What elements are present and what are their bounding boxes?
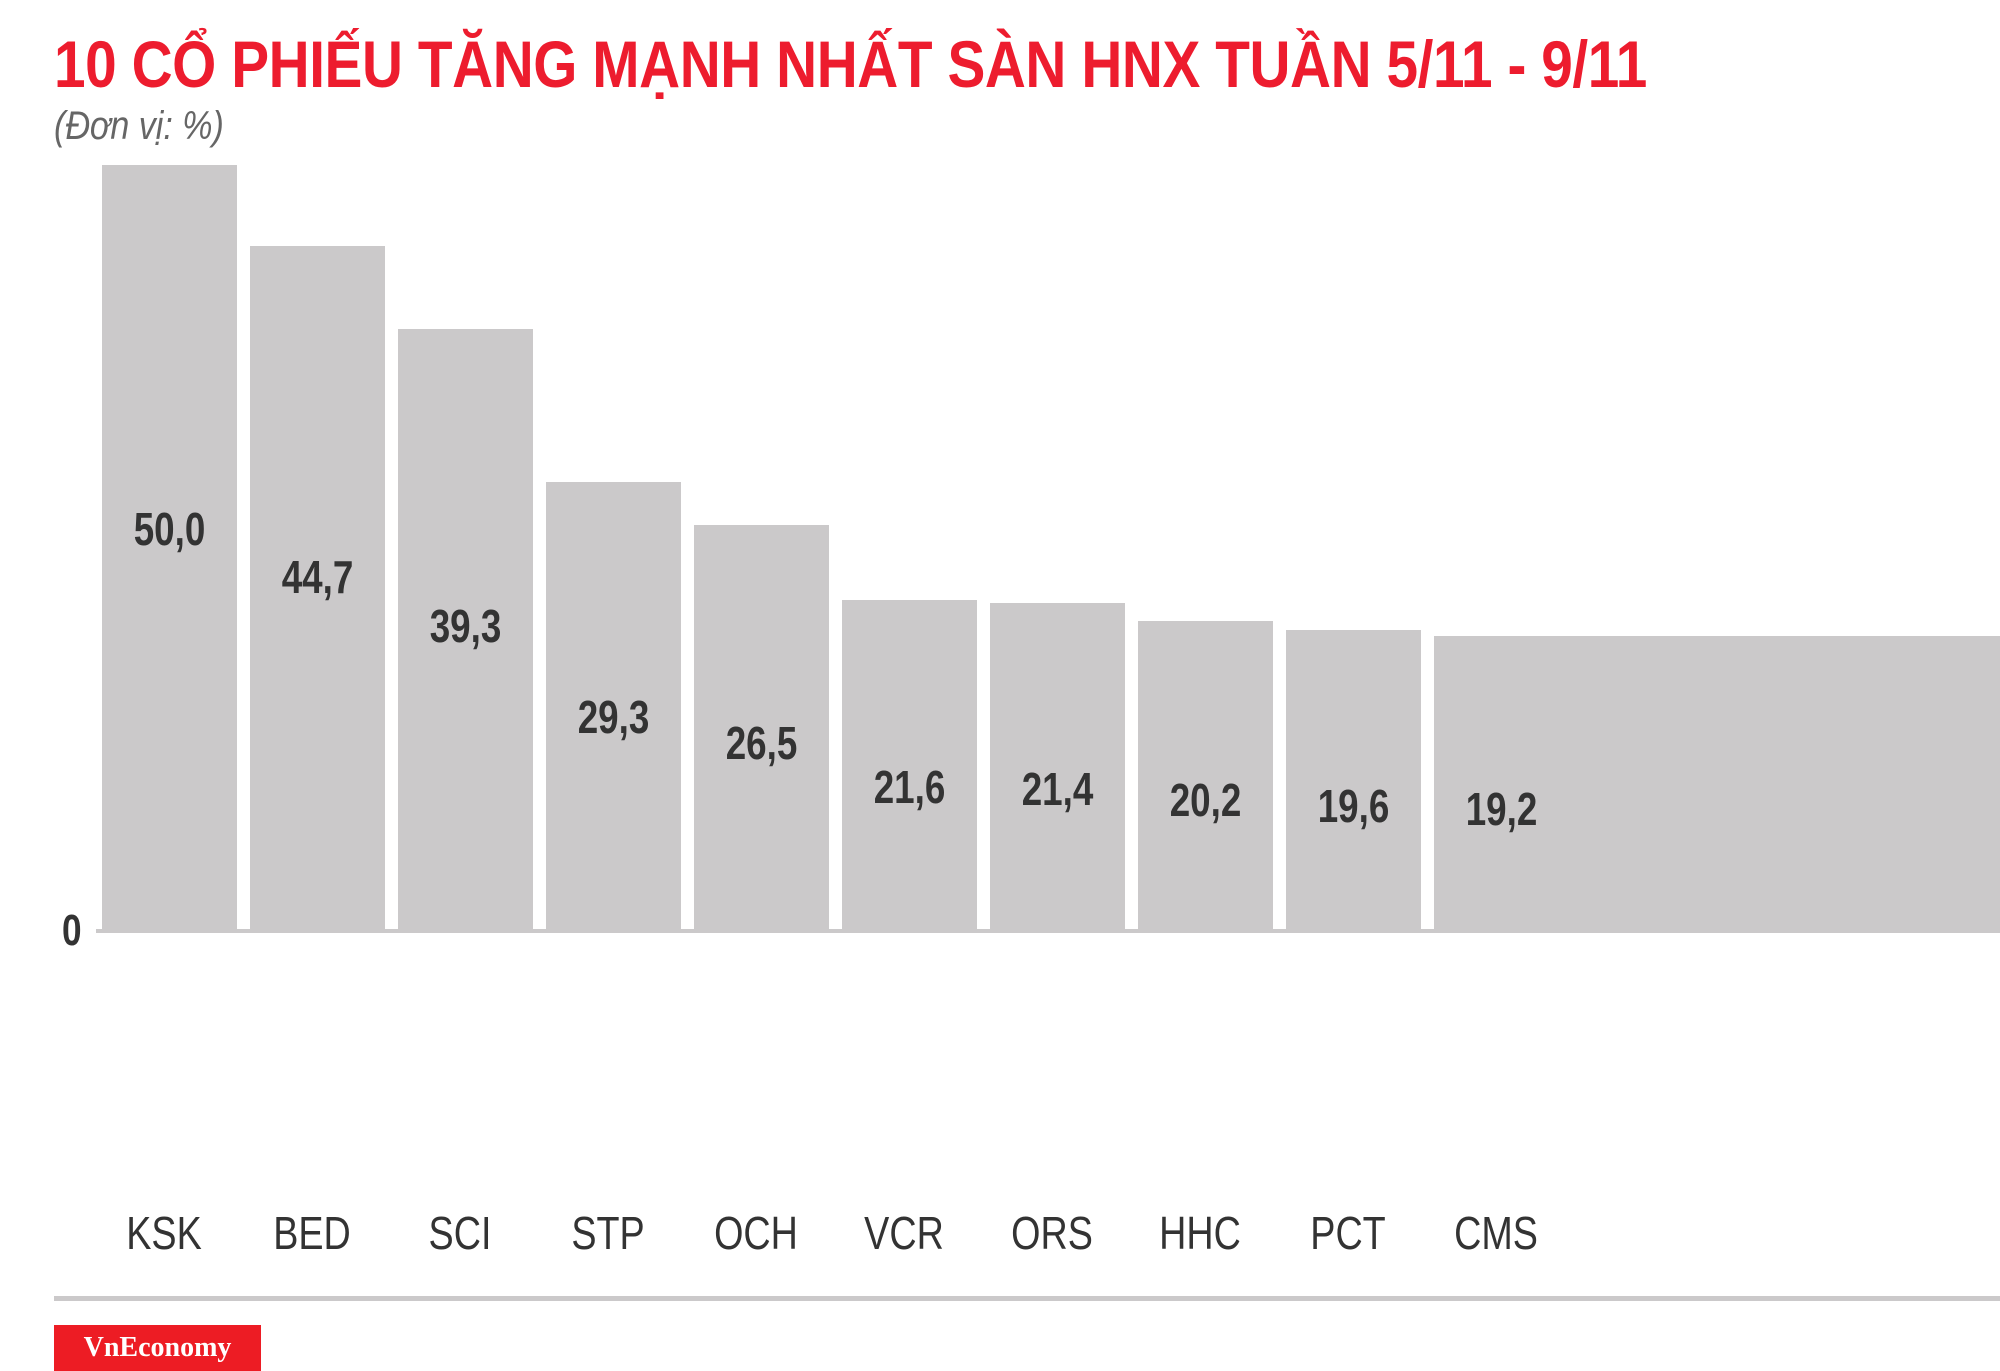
bar-value-label: 39,3 bbox=[429, 600, 502, 653]
bar-hhc: 20,2 bbox=[1138, 620, 1273, 930]
chart-unit-subtitle: (Đơn vị: %) bbox=[54, 104, 224, 148]
x-axis-label-ors: ORS bbox=[1010, 1207, 1093, 1259]
bar-cms: 19,2 bbox=[1434, 636, 2000, 930]
bar-sci: 39,3 bbox=[398, 328, 533, 930]
bar-pct: 19,6 bbox=[1286, 630, 1421, 930]
bar-value-label: 20,2 bbox=[1169, 774, 1242, 827]
bar-ksk: 50,0 bbox=[102, 165, 237, 930]
x-axis-label-sci: SCI bbox=[428, 1207, 491, 1259]
bar-vcr: 21,6 bbox=[842, 599, 977, 930]
x-axis-baseline bbox=[96, 929, 2000, 933]
x-axis-label-pct: PCT bbox=[1309, 1207, 1386, 1259]
x-axis-label-cms: CMS bbox=[1453, 1207, 1538, 1259]
bar-value-label: 44,7 bbox=[281, 551, 354, 604]
bar-och: 26,5 bbox=[694, 524, 829, 930]
chart-title: 10 CỔ PHIẾU TĂNG MẠNH NHẤT SÀN HNX TUẦN … bbox=[54, 27, 1647, 101]
x-axis-label-hhc: HHC bbox=[1158, 1207, 1241, 1259]
bar-bed: 44,7 bbox=[250, 246, 385, 930]
y-axis-zero-label: 0 bbox=[62, 906, 82, 955]
x-axis-label-och: OCH bbox=[713, 1207, 798, 1259]
footer-divider bbox=[54, 1296, 2000, 1301]
bar-stp: 29,3 bbox=[546, 481, 681, 930]
bar-value-label: 21,4 bbox=[1021, 763, 1094, 816]
vneconomy-logo: VnEconomy bbox=[54, 1325, 261, 1371]
bar-value-label: 19,6 bbox=[1317, 779, 1390, 832]
bar-value-label: 29,3 bbox=[577, 691, 650, 744]
x-axis-label-vcr: VCR bbox=[863, 1207, 944, 1259]
x-axis-label-ksk: KSK bbox=[125, 1207, 202, 1259]
bar-ors: 21,4 bbox=[990, 602, 1125, 930]
x-axis-label-stp: STP bbox=[570, 1207, 645, 1259]
bar-value-label: 26,5 bbox=[725, 716, 798, 769]
bar-value-label: 19,2 bbox=[1465, 783, 1538, 836]
x-axis-label-bed: BED bbox=[272, 1207, 351, 1259]
bar-value-label: 21,6 bbox=[873, 761, 946, 814]
bar-value-label: 50,0 bbox=[133, 503, 206, 555]
